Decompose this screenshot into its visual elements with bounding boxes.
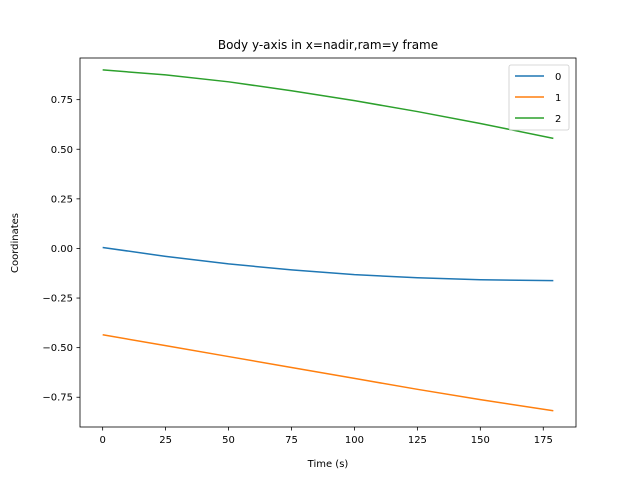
chart-title: Body y-axis in x=nadir,ram=y frame	[218, 38, 438, 52]
plot-area: 0 25 50 75 100 125 150 175 −0.75 −0.50 −0.25 0.00 0.…	[42, 57, 577, 446]
x-tick-label: 125	[408, 435, 427, 446]
x-tick-label: 50	[222, 435, 235, 446]
legend-label-0: 0	[555, 72, 561, 83]
x-tick-label: 25	[159, 435, 172, 446]
legend: 0 1 2	[508, 64, 570, 131]
y-tick-label: −0.50	[42, 343, 73, 354]
series-line-2	[102, 69, 554, 140]
x-axis-label: Time (s)	[307, 459, 349, 470]
y-tick-label: 0.50	[51, 145, 73, 156]
y-tick-label: −0.75	[42, 393, 73, 404]
x-tick-label: 100	[345, 435, 364, 446]
legend-label-2: 2	[555, 114, 561, 125]
x-tick-label: 75	[285, 435, 298, 446]
y-tick-label: 0.75	[51, 95, 73, 106]
x-tick-label: 175	[534, 435, 553, 446]
legend-label-1: 1	[555, 93, 561, 104]
plot-frame	[79, 57, 577, 428]
y-tick-label: −0.25	[42, 294, 73, 305]
x-tick-label: 150	[471, 435, 490, 446]
y-tick-label: 0.00	[51, 244, 73, 255]
series-line-1	[102, 334, 554, 412]
x-tick-label: 0	[99, 435, 105, 446]
series-line-0	[102, 246, 554, 282]
y-tick-label: 0.25	[51, 194, 73, 205]
y-axis-label: Coordinates	[10, 213, 21, 273]
